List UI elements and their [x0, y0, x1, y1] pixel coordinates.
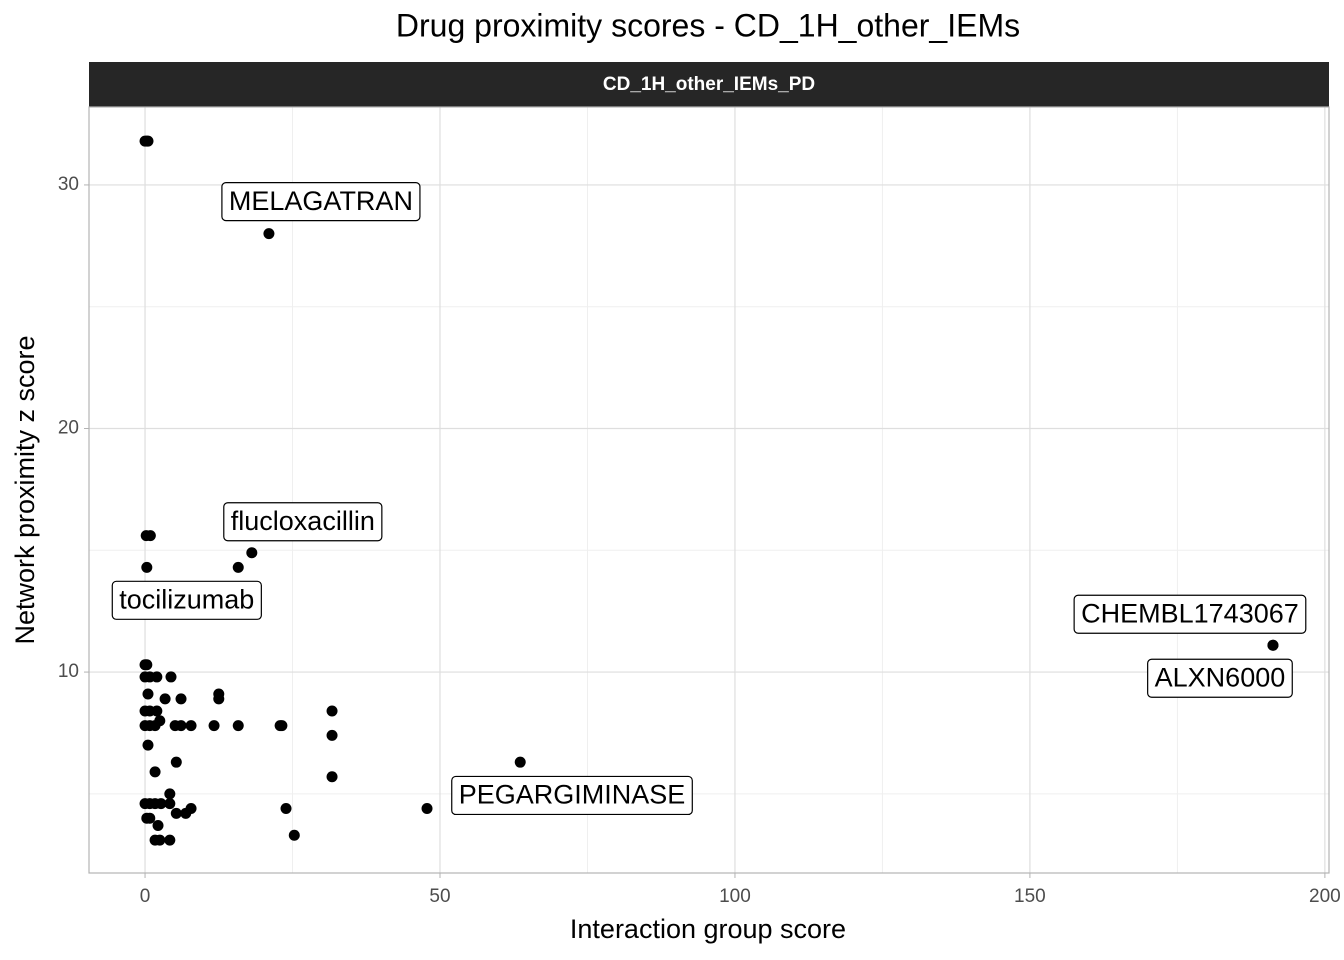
point	[155, 798, 167, 810]
x-tick-label: 200	[1309, 886, 1341, 907]
point-label: ALXN6000	[1155, 662, 1286, 692]
point	[164, 798, 176, 810]
point	[154, 715, 166, 727]
point	[263, 228, 275, 240]
y-axis-title: Network proximity z score	[10, 335, 40, 644]
panel-border	[88, 106, 1330, 874]
point	[141, 561, 153, 573]
point-label: tocilizumab	[119, 584, 254, 614]
point	[326, 729, 338, 741]
point	[1267, 639, 1279, 651]
point	[276, 720, 288, 732]
y-tick-label: 20	[58, 418, 79, 439]
point	[169, 720, 181, 732]
point	[142, 739, 154, 751]
point	[170, 756, 182, 768]
x-tick-label: 0	[140, 886, 151, 907]
x-tick-label: 50	[429, 886, 450, 907]
facet-strip	[89, 62, 1329, 107]
point	[232, 561, 244, 573]
y-tick-label: 30	[58, 174, 79, 195]
point	[141, 659, 153, 671]
label-box	[1147, 658, 1293, 698]
point-label: flucloxacillin	[231, 506, 375, 536]
point	[326, 705, 338, 717]
point	[213, 693, 225, 705]
label-box	[221, 182, 421, 222]
point	[421, 802, 433, 814]
point	[326, 771, 338, 783]
point	[246, 547, 258, 559]
label-box	[111, 580, 262, 620]
label-box	[1073, 594, 1307, 634]
point	[280, 802, 292, 814]
point	[232, 720, 244, 732]
point-label: PEGARGIMINASE	[459, 780, 686, 810]
point	[165, 671, 177, 683]
point-label: MELAGATRAN	[229, 186, 413, 216]
point	[144, 671, 156, 683]
facet-label: CD_1H_other_IEMs_PD	[603, 74, 815, 95]
chart-title: Drug proximity scores - CD_1H_other_IEMs	[396, 7, 1020, 43]
point	[144, 530, 156, 542]
point-label: CHEMBL1743067	[1081, 598, 1299, 628]
point	[142, 135, 154, 147]
point	[180, 807, 192, 819]
label-box	[223, 502, 383, 542]
point	[151, 705, 163, 717]
point	[152, 820, 164, 832]
point	[154, 834, 166, 846]
label-box	[451, 775, 693, 816]
point	[185, 720, 197, 732]
point	[142, 688, 154, 700]
point	[159, 693, 171, 705]
x-axis-title: Interaction group score	[570, 914, 846, 944]
point	[170, 807, 182, 819]
point	[208, 720, 220, 732]
point	[164, 788, 176, 800]
point	[175, 693, 187, 705]
x-tick-label: 150	[1014, 886, 1046, 907]
point	[144, 812, 156, 824]
point	[514, 756, 526, 768]
point	[149, 766, 161, 778]
y-tick-label: 10	[58, 661, 79, 682]
point	[164, 834, 176, 846]
x-tick-label: 100	[719, 886, 751, 907]
point	[288, 829, 300, 841]
